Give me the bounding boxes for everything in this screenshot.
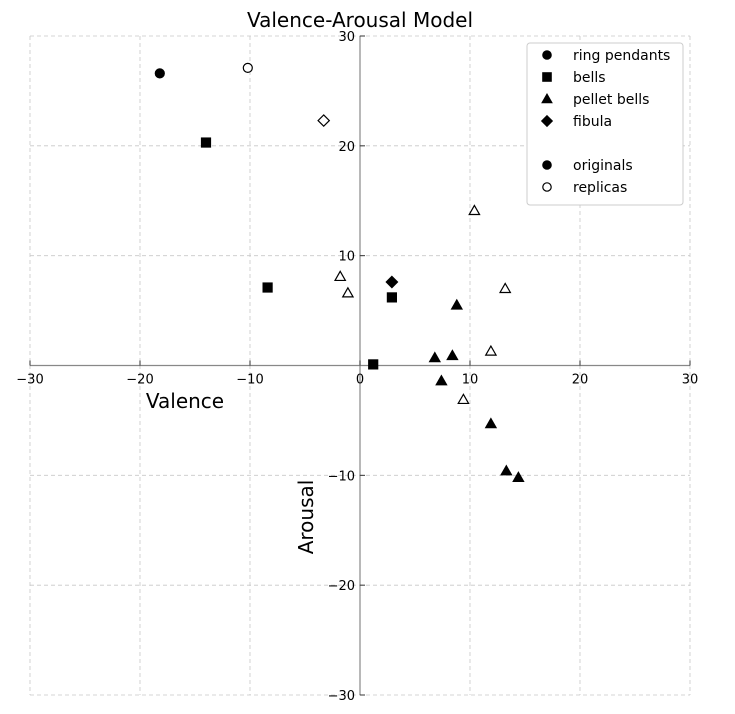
legend-marker-triangle: [541, 92, 553, 104]
x-tick-label: 30: [682, 373, 699, 388]
legend-label: ring pendants: [573, 48, 670, 64]
legend-label: bells: [573, 70, 606, 86]
data-point-triangle-filled: [450, 298, 464, 310]
legend-marker-circle: [542, 182, 552, 192]
data-point-triangle-hollow: [333, 270, 347, 282]
legend-box: [526, 42, 684, 206]
data-point-diamond-filled: [385, 275, 399, 289]
y-tick-label: 30: [338, 30, 355, 45]
y-tick-label: 20: [338, 140, 355, 155]
x-tick-label: 10: [462, 373, 479, 388]
data-point-triangle-filled: [500, 464, 513, 476]
x-tick-label: 20: [572, 373, 589, 388]
data-point-triangle-hollow: [341, 286, 355, 298]
data-point-circle-filled: [154, 68, 165, 79]
data-point-triangle-filled: [428, 351, 442, 363]
data-points: [154, 62, 525, 483]
x-tick-label: −10: [236, 373, 263, 388]
y-axis-label: Arousal: [294, 480, 318, 555]
legend-label: replicas: [573, 180, 627, 196]
y-tick-label: −30: [328, 689, 355, 704]
data-point-triangle-filled: [484, 417, 498, 429]
y-tick-label: −10: [328, 469, 355, 484]
legend-marker-diamond: [540, 114, 554, 128]
ticks: −30 −20 −10 0 10 20 30 −30 −20 −10 10 20 30: [16, 30, 698, 704]
legend-label: originals: [573, 158, 633, 174]
data-point-triangle-hollow: [498, 282, 512, 294]
legend-label: fibula: [573, 114, 612, 130]
data-point-circle-hollow: [242, 62, 253, 73]
legend-marker-square: [542, 72, 552, 82]
data-point-triangle-hollow: [457, 393, 470, 405]
x-axis-label: Valence: [146, 389, 224, 413]
legend-marker-circle: [542, 160, 552, 170]
data-point-triangle-hollow: [468, 204, 481, 216]
legend-label: pellet bells: [573, 92, 649, 108]
x-tick-label: 0: [356, 373, 364, 388]
chart-title: Valence-Arousal Model: [247, 8, 473, 32]
x-tick-label: −30: [16, 373, 43, 388]
legend-marker-circle: [542, 50, 552, 60]
data-point-square-filled: [368, 359, 379, 370]
legend: ring pendants bells pellet bells fibula orig…: [526, 42, 684, 206]
data-point-diamond-hollow: [317, 114, 331, 128]
y-tick-label: −20: [328, 579, 355, 594]
data-point-triangle-hollow: [484, 344, 498, 356]
y-tick-label: 10: [338, 250, 355, 265]
x-tick-label: −20: [126, 373, 153, 388]
data-point-triangle-filled: [435, 374, 448, 386]
data-point-square-filled: [200, 137, 212, 148]
data-point-square-filled: [262, 282, 273, 293]
data-point-triangle-filled: [512, 471, 525, 483]
data-point-square-filled: [386, 292, 397, 303]
data-point-triangle-filled: [446, 349, 459, 361]
